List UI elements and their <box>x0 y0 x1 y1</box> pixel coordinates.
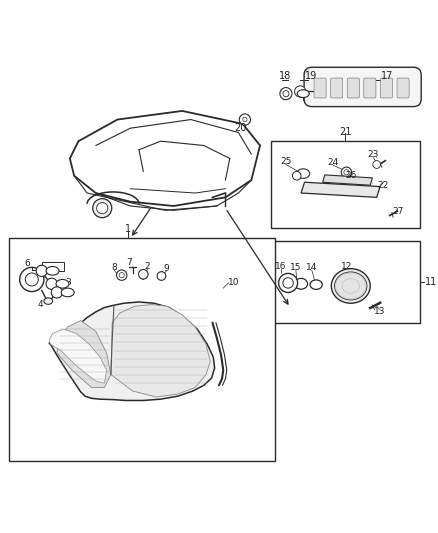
Circle shape <box>239 114 251 125</box>
Circle shape <box>295 86 306 97</box>
Text: 11: 11 <box>424 277 437 287</box>
Polygon shape <box>49 302 215 400</box>
FancyBboxPatch shape <box>331 78 343 98</box>
Text: 21: 21 <box>339 127 352 136</box>
Circle shape <box>20 268 44 292</box>
Text: 19: 19 <box>305 71 317 82</box>
Circle shape <box>138 270 148 279</box>
Text: 4: 4 <box>38 300 43 309</box>
Text: 5: 5 <box>50 262 56 271</box>
Text: 17: 17 <box>381 71 394 82</box>
Ellipse shape <box>297 169 310 179</box>
Text: 2: 2 <box>145 262 150 271</box>
Bar <box>9 238 275 461</box>
Text: 12: 12 <box>341 262 352 271</box>
FancyBboxPatch shape <box>304 67 421 107</box>
Circle shape <box>119 272 124 278</box>
Text: 7: 7 <box>126 257 131 266</box>
Bar <box>42 262 64 271</box>
Polygon shape <box>49 329 106 383</box>
Polygon shape <box>57 320 111 387</box>
Ellipse shape <box>310 280 322 289</box>
Ellipse shape <box>61 288 74 297</box>
Text: 14: 14 <box>306 263 318 272</box>
Ellipse shape <box>331 269 370 303</box>
Text: 1: 1 <box>125 224 131 234</box>
Bar <box>268 240 420 322</box>
FancyBboxPatch shape <box>347 78 359 98</box>
Circle shape <box>341 167 352 177</box>
Text: 27: 27 <box>392 207 404 216</box>
Circle shape <box>97 203 108 214</box>
Circle shape <box>117 270 127 280</box>
Text: 16: 16 <box>275 262 286 271</box>
Text: 3: 3 <box>65 278 71 287</box>
Circle shape <box>279 273 297 293</box>
Text: 6: 6 <box>25 259 30 268</box>
Text: 18: 18 <box>279 71 291 82</box>
Circle shape <box>46 278 57 289</box>
FancyBboxPatch shape <box>397 78 409 98</box>
Circle shape <box>293 172 301 180</box>
Circle shape <box>280 87 292 100</box>
Ellipse shape <box>46 266 59 275</box>
Text: 9: 9 <box>163 264 169 273</box>
Circle shape <box>344 169 349 175</box>
Text: 24: 24 <box>327 158 338 167</box>
Polygon shape <box>323 175 372 185</box>
Circle shape <box>157 272 166 280</box>
Ellipse shape <box>297 90 309 98</box>
Text: 25: 25 <box>280 157 292 166</box>
FancyBboxPatch shape <box>314 78 326 98</box>
Circle shape <box>373 160 381 168</box>
FancyBboxPatch shape <box>364 78 376 98</box>
Circle shape <box>283 278 293 288</box>
Text: 13: 13 <box>374 308 386 317</box>
Circle shape <box>25 273 38 286</box>
Ellipse shape <box>295 278 307 289</box>
Text: 10: 10 <box>228 278 240 287</box>
Text: 23: 23 <box>367 150 379 159</box>
Text: 20: 20 <box>234 123 247 133</box>
Ellipse shape <box>44 298 53 304</box>
Text: 15: 15 <box>290 263 302 272</box>
FancyBboxPatch shape <box>381 78 392 98</box>
Text: 8: 8 <box>112 263 117 272</box>
Circle shape <box>36 265 47 277</box>
Bar <box>271 141 420 228</box>
Ellipse shape <box>335 272 367 300</box>
Polygon shape <box>111 304 210 397</box>
Circle shape <box>93 199 112 217</box>
Text: 26: 26 <box>345 171 357 180</box>
Circle shape <box>283 91 289 96</box>
Circle shape <box>51 287 63 298</box>
Ellipse shape <box>56 279 69 288</box>
Circle shape <box>243 117 247 122</box>
Polygon shape <box>301 182 380 197</box>
Text: 22: 22 <box>378 181 389 190</box>
